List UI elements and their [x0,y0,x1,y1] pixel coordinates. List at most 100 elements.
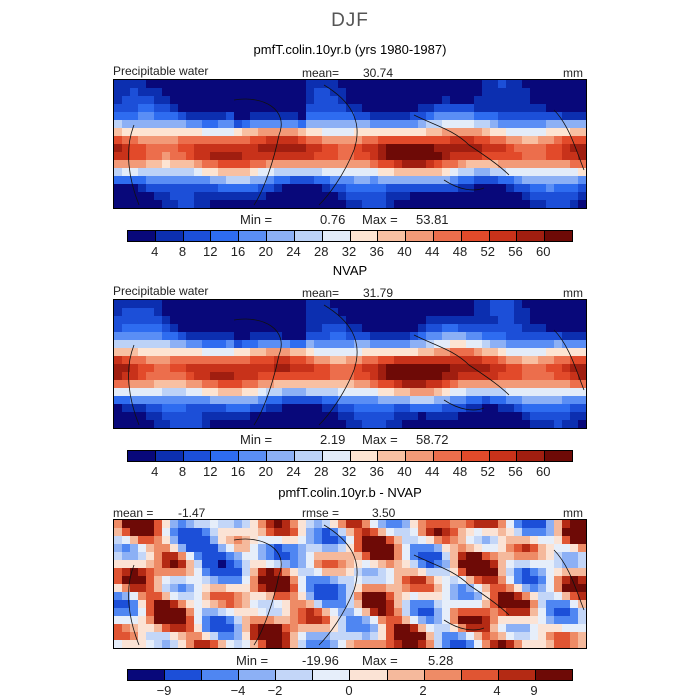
panel3-rmse-label: rmse = [302,506,340,520]
colorbar-swatch [128,670,166,680]
panel1-field [114,80,586,208]
colorbar-swatch [322,231,351,241]
colorbar-swatch [461,231,490,241]
panel1-map [113,79,587,209]
colorbar-tick-label: 2 [419,683,427,698]
colorbar-tick-label: −2 [267,683,283,698]
colorbar-swatch [424,670,462,680]
colorbar-swatch [276,670,314,680]
colorbar-swatch [489,231,518,241]
colorbar-tick-label: 8 [178,464,187,479]
colorbar-swatch [155,231,184,241]
colorbar-swatch [433,231,462,241]
colorbar-tick-label: 52 [480,464,495,479]
colorbar-swatch [535,670,572,680]
colorbar-tick-label: 48 [452,464,468,479]
panel3-mean-value: -1.47 [178,506,206,520]
colorbar-tick-label: 12 [203,464,218,479]
panel3-units: mm [563,506,583,520]
colorbar-swatch [517,231,546,241]
panel1-mean-value: 30.74 [363,66,394,80]
colorbar-tick-label: 60 [536,464,551,479]
colorbar-tick-label: 9 [530,683,538,698]
panel3-max-value: 5.28 [428,653,454,668]
colorbar-swatch [165,670,203,680]
panel1-colorbar [127,230,573,242]
page-title: DJF [331,10,369,31]
colorbar-swatch [517,451,546,461]
colorbar-swatch [239,451,268,461]
panel3-min-label: Min = [236,653,269,668]
colorbar-swatch [313,670,351,680]
colorbar-tick-label: 4 [151,244,159,259]
colorbar-swatch [461,670,499,680]
colorbar-swatch [378,451,407,461]
panel2-mean-value: 31.79 [363,286,394,300]
colorbar-tick-label: 28 [314,464,329,479]
panel3-field [114,520,586,648]
colorbar-tick-label: 36 [369,464,384,479]
panel2-map [113,299,587,429]
colorbar-tick-label: 8 [178,244,187,259]
colorbar-tick-label: 4 [151,464,159,479]
panel3-max-label: Max = [362,653,398,668]
colorbar-swatch [498,670,536,680]
panel3-min-value: -19.96 [302,653,339,668]
colorbar-tick-label: 56 [508,464,523,479]
panel1-mean-label: mean= [302,66,340,80]
panel2-units: mm [563,286,583,300]
colorbar-tick-label: 32 [341,464,357,479]
panel3-subtitle: pmfT.colin.10yr.b - NVAP [278,485,422,500]
coastline [128,524,585,646]
colorbar-tick-label: 0 [345,683,353,698]
panel2-field [114,300,586,428]
colorbar-swatch [545,231,572,241]
colorbar-tick-label: 32 [341,244,357,259]
colorbar-tick-label: 16 [230,244,246,259]
panel2-colorbar [127,450,573,462]
colorbar-swatch [239,231,268,241]
panel1-units: mm [563,66,583,80]
colorbar-tick-label: 56 [508,244,523,259]
colorbar-swatch [239,670,277,680]
colorbar-swatch [350,670,388,680]
colorbar-tick-label: −9 [156,683,172,698]
colorbar-swatch [433,451,462,461]
panel3-mean-label: mean = [113,506,154,520]
colorbar-swatch [267,231,295,241]
colorbar-swatch [294,451,323,461]
colorbar-swatch [378,231,407,241]
colorbar-swatch [294,231,323,241]
panel1-min-value: 0.76 [320,212,346,227]
colorbar-swatch [406,231,434,241]
colorbar-swatch [183,451,212,461]
colorbar-swatch [322,451,351,461]
colorbar-tick-label: 20 [258,244,273,259]
panel1-variable-label: Precipitable water [113,64,209,78]
colorbar-swatch [387,670,425,680]
panel2-variable-label: Precipitable water [113,284,209,298]
colorbar-swatch [211,451,240,461]
coastline [128,304,585,426]
colorbar-tick-label: 40 [397,244,412,259]
colorbar-swatch [461,451,490,461]
panel1-min-label: Min = [240,212,273,227]
colorbar-swatch [406,451,434,461]
colorbar-tick-label: 52 [480,244,495,259]
colorbar-tick-label: 20 [258,464,273,479]
panel1-max-label: Max = [362,212,398,227]
colorbar-tick-label: 48 [452,244,468,259]
colorbar-swatch [183,231,212,241]
colorbar-tick-label: 28 [314,244,329,259]
coastline [128,84,585,206]
colorbar-tick-label: 60 [536,244,551,259]
colorbar-tick-label: 24 [286,244,301,259]
panel2-max-label: Max = [362,432,398,447]
panel2-mean-label: mean= [302,286,340,300]
colorbar-tick-label: 44 [425,244,440,259]
colorbar-tick-label: 40 [397,464,412,479]
panel2-min-value: 2.19 [320,432,346,447]
panel2-max-value: 58.72 [416,432,449,447]
colorbar-swatch [267,451,295,461]
colorbar-swatch [489,451,518,461]
